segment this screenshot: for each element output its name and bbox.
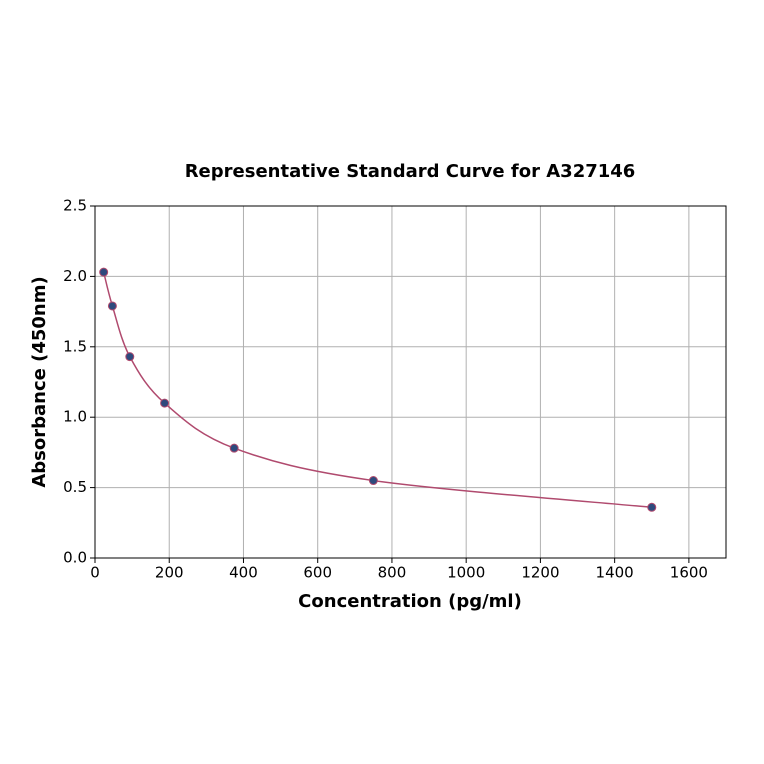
x-tick-label: 600 (303, 564, 332, 582)
x-tick-label: 1000 (447, 564, 485, 582)
data-point (125, 352, 135, 362)
x-axis-label: Concentration (pg/ml) (298, 591, 522, 612)
y-tick-label: 2.0 (63, 267, 87, 285)
data-point (229, 443, 239, 453)
x-tick-label: 0 (90, 564, 100, 582)
x-tick-label: 400 (229, 564, 258, 582)
data-point (107, 301, 117, 311)
plot-frame (94, 205, 727, 559)
y-axis-label: Absorbance (450nm) (29, 276, 50, 487)
x-tick-label: 800 (378, 564, 407, 582)
data-point (647, 502, 657, 512)
data-point (99, 267, 109, 277)
y-tick-label: 0.5 (63, 478, 87, 496)
x-tick-label: 1600 (670, 564, 708, 582)
chart-title: Representative Standard Curve for A32714… (185, 161, 636, 182)
y-tick-label: 2.5 (63, 197, 87, 215)
data-point (368, 476, 378, 486)
y-tick-label: 1.5 (63, 337, 87, 355)
x-tick-label: 1400 (596, 564, 634, 582)
x-tick-label: 200 (155, 564, 184, 582)
y-tick-label: 0.0 (63, 549, 87, 567)
fit-curve (102, 271, 652, 509)
y-tick-label: 1.0 (63, 408, 87, 426)
x-tick-label: 1200 (521, 564, 559, 582)
data-point (160, 398, 170, 408)
